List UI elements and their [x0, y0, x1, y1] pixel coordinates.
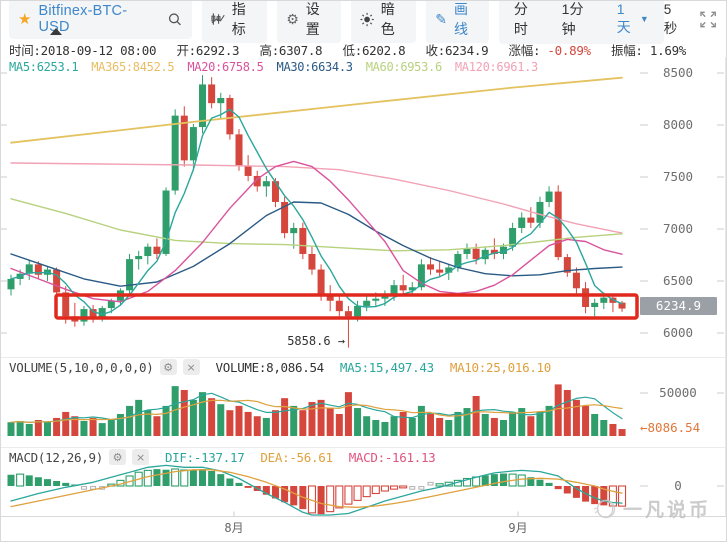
- watermark: 一凡说币: [593, 495, 711, 522]
- info-open: 开:6292.3: [176, 43, 240, 58]
- info-amplitude-label: 振幅:: [611, 43, 643, 58]
- price-tick-label: 8000: [662, 117, 694, 132]
- macd-title: MACD(12,26,9): [9, 449, 103, 465]
- price-tick-label: 6000: [662, 325, 694, 340]
- volume-value-label: VOLUME:8,086.54: [215, 359, 325, 375]
- chevron-down-icon: ▼: [639, 14, 649, 24]
- macd-dea-label: DEA:-56.61: [260, 449, 333, 465]
- info-time: 时间:2018-09-12 08:00: [9, 43, 157, 58]
- symbol-button[interactable]: ★ Bitfinex-BTC-USD: [9, 1, 192, 39]
- ma-label: MA30:6634.3: [276, 60, 353, 74]
- month-label: 8月: [224, 521, 244, 535]
- watermark-moon-logo-icon: [593, 499, 616, 518]
- info-high: 高:6307.8: [259, 43, 323, 58]
- volume-pane-header: VOLUME(5,10,0,0,0,0) ⚙ × VOLUME:8,086.54…: [9, 359, 551, 375]
- info-close: 收:6234.9: [425, 43, 489, 58]
- info-change-value: -0.89%: [547, 43, 591, 58]
- settings-label: 设置: [305, 1, 320, 37]
- tooltip-caret: [50, 28, 62, 35]
- indicators-chart-icon: [210, 13, 225, 25]
- macd-dif-label: DIF:-137.17: [164, 449, 245, 465]
- macd-value-label: MACD:-161.13: [348, 449, 436, 465]
- theme-label: 暗色: [380, 1, 395, 37]
- indicators-button[interactable]: 指标: [201, 1, 268, 43]
- support-low-annotation: 5858.6 →: [287, 334, 345, 348]
- draw-button[interactable]: ✎ 画线: [426, 1, 489, 43]
- sun-icon: [360, 12, 374, 26]
- gear-icon: ⚙: [286, 11, 299, 27]
- price-tick-label: 6500: [662, 273, 694, 288]
- info-amplitude-value: 1.69%: [649, 43, 687, 58]
- interval-time-share[interactable]: 分时: [513, 1, 528, 37]
- macd-pane-header: MACD(12,26,9) ⚙ × DIF:-137.17 DEA:-56.61…: [9, 449, 436, 465]
- volume-settings-gear-icon[interactable]: ⚙: [159, 359, 177, 375]
- toolbar: ★ Bitfinex-BTC-USD 指标 ⚙ 设置: [1, 1, 726, 44]
- pane-separators: [1, 57, 726, 517]
- month-label: 9月: [508, 521, 528, 535]
- last-price-tag: 6234.9: [640, 297, 717, 315]
- draw-label: 画线: [453, 1, 468, 37]
- theme-button[interactable]: 暗色: [350, 1, 417, 43]
- macd-settings-gear-icon[interactable]: ⚙: [108, 449, 126, 465]
- ma-label: MA20:6758.5: [187, 60, 264, 74]
- indicators-label: 指标: [231, 1, 246, 37]
- ma-label: MA365:8452.5: [91, 60, 175, 74]
- favorite-star-icon[interactable]: ★: [18, 10, 32, 28]
- interval-one-day-label: 1天: [616, 1, 631, 35]
- ma-label: MA60:6953.6: [365, 60, 442, 74]
- info-low: 低:6202.8: [342, 43, 406, 58]
- volume-ma10-label: MA10:25,016.10: [449, 359, 552, 375]
- ma-legend: MA5:6253.1 MA365:8452.5 MA20:6758.5 MA30:66…: [9, 60, 551, 74]
- support-zone-box[interactable]: [54, 293, 639, 320]
- ma-label: MA5:6253.1: [9, 60, 79, 74]
- price-tick-label: 7000: [662, 221, 694, 236]
- price-tick-label: 7500: [662, 169, 694, 184]
- refresh-countdown: 5秒: [663, 1, 678, 36]
- volume-axis-tick: 50000: [659, 385, 697, 400]
- price-tick-label: 8500: [662, 65, 694, 80]
- macd-axis-zero-tick: 0: [674, 478, 682, 493]
- volume-close-icon[interactable]: ×: [182, 359, 200, 375]
- watermark-text: 一凡说币: [623, 500, 712, 521]
- volume-ma5-label: MA5:15,497.43: [339, 359, 434, 375]
- macd-close-icon[interactable]: ×: [131, 449, 149, 465]
- interval-one-minute[interactable]: 1分钟: [561, 1, 584, 37]
- ohlc-info-bar: 时间:2018-09-12 08:00 开:6292.3 高:6307.8 低:…: [9, 40, 699, 59]
- volume-current-label: ←8086.54: [640, 420, 701, 435]
- fullscreen-icon[interactable]: [700, 11, 716, 28]
- ma-label: MA120:6961.3: [454, 60, 538, 74]
- pencil-icon: ✎: [435, 11, 447, 27]
- info-change-label: 涨幅:: [508, 43, 541, 58]
- interval-one-day[interactable]: 1天 ▼: [606, 1, 660, 38]
- search-icon[interactable]: [168, 12, 182, 27]
- settings-button[interactable]: ⚙ 设置: [277, 1, 341, 43]
- interval-group: 分时 1分钟 1天 ▼: [498, 1, 664, 44]
- volume-title: VOLUME(5,10,0,0,0,0): [9, 359, 154, 375]
